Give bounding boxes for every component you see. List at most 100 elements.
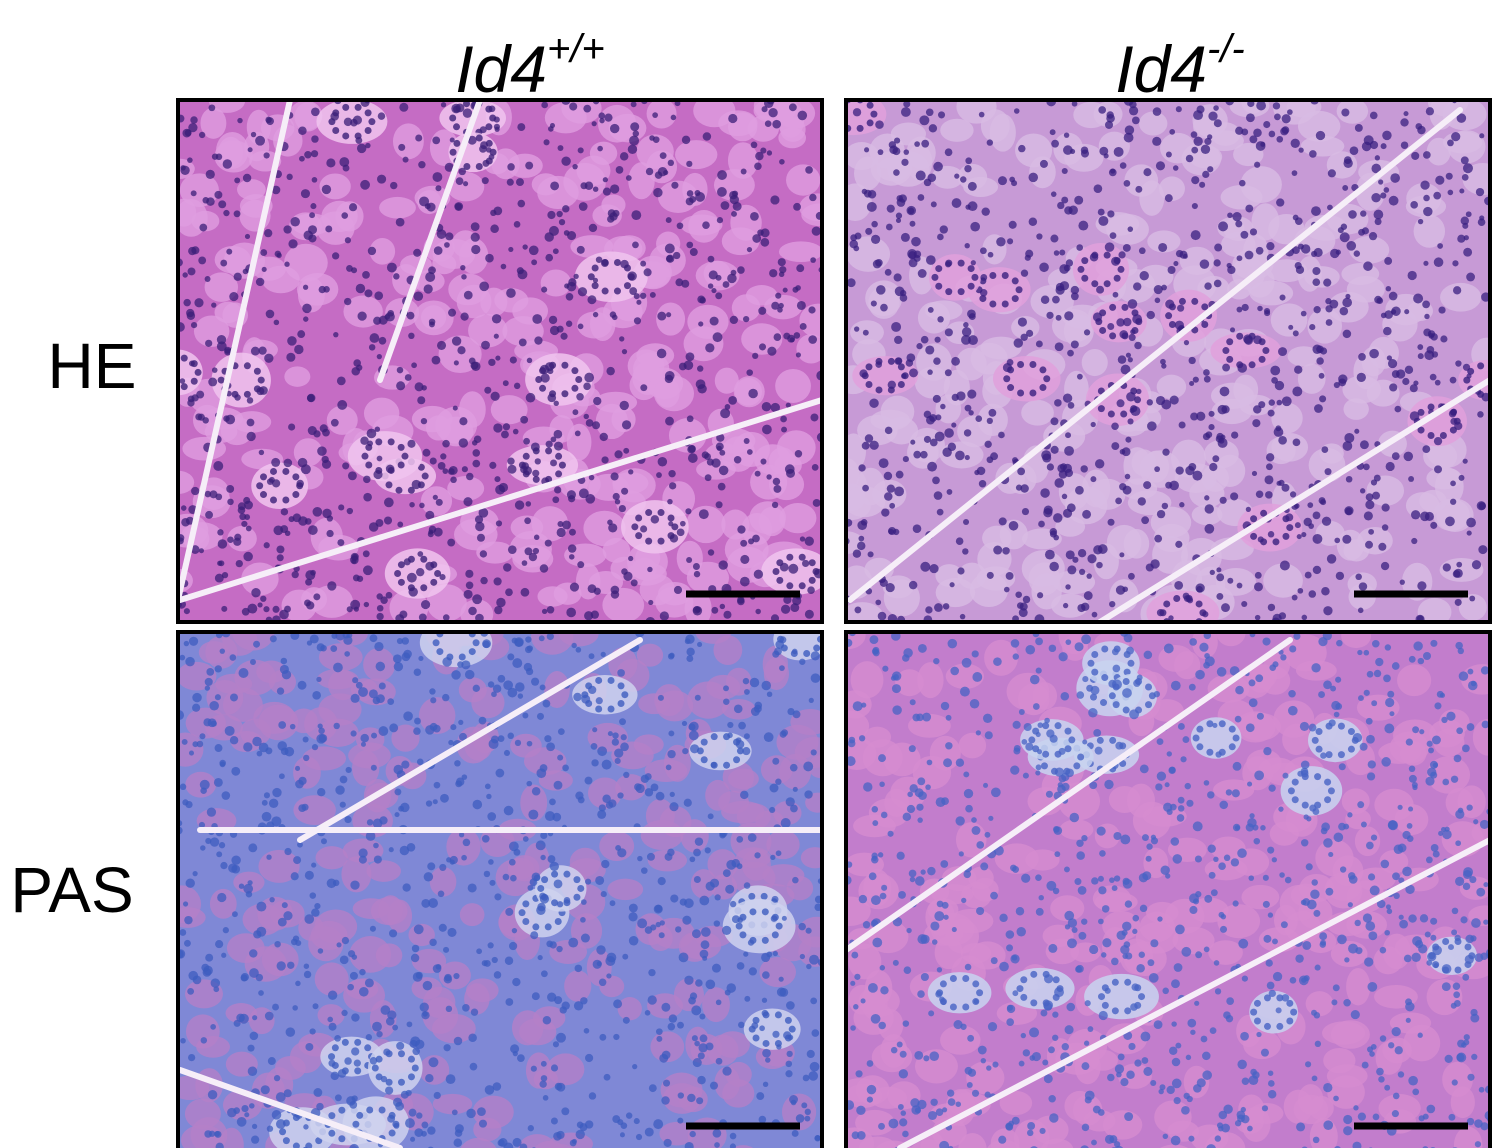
nucleus bbox=[796, 300, 806, 310]
acinus bbox=[745, 285, 778, 306]
nucleus bbox=[1313, 909, 1321, 917]
nucleus bbox=[633, 1118, 640, 1125]
nucleus bbox=[866, 1084, 877, 1095]
nucleus bbox=[1244, 250, 1254, 260]
nucleus bbox=[1028, 172, 1039, 183]
acinus bbox=[1021, 550, 1065, 587]
nucleus bbox=[380, 596, 388, 604]
nucleus bbox=[457, 346, 466, 355]
acinus bbox=[1263, 563, 1303, 598]
nucleus bbox=[185, 516, 194, 525]
nucleus bbox=[310, 203, 317, 210]
nucleus bbox=[1141, 1057, 1149, 1064]
nucleus bbox=[205, 953, 214, 962]
nucleus bbox=[260, 595, 267, 602]
nucleus bbox=[746, 246, 753, 253]
nucleus bbox=[1465, 211, 1472, 218]
nucleus bbox=[1039, 366, 1047, 374]
nucleus bbox=[750, 707, 760, 716]
acinus bbox=[1050, 895, 1085, 922]
nucleus bbox=[260, 473, 268, 481]
nucleus bbox=[1267, 531, 1275, 538]
nucleus bbox=[648, 1084, 657, 1093]
nucleus bbox=[1402, 377, 1410, 386]
nucleus bbox=[483, 959, 491, 967]
acinus bbox=[460, 1137, 497, 1148]
nucleus bbox=[190, 545, 200, 554]
nucleus bbox=[531, 259, 538, 266]
nucleus bbox=[556, 1032, 566, 1043]
nucleus bbox=[1466, 517, 1476, 528]
nucleus bbox=[338, 1106, 346, 1114]
nucleus bbox=[1366, 841, 1374, 850]
nucleus bbox=[779, 266, 787, 274]
nucleus bbox=[217, 529, 224, 536]
nucleus bbox=[939, 980, 947, 988]
nucleus bbox=[428, 898, 438, 908]
nucleus bbox=[285, 1027, 296, 1037]
nucleus bbox=[1441, 982, 1451, 992]
nucleus bbox=[656, 472, 662, 478]
nucleus bbox=[406, 1021, 413, 1028]
nucleus bbox=[1434, 379, 1441, 386]
nucleus bbox=[893, 273, 902, 282]
nucleus bbox=[1065, 259, 1074, 267]
nucleus bbox=[276, 687, 285, 695]
nucleus bbox=[1129, 408, 1135, 414]
acinus bbox=[934, 936, 963, 970]
nucleus bbox=[265, 747, 273, 755]
nucleus bbox=[332, 252, 340, 260]
acinus bbox=[1139, 111, 1168, 136]
nucleus bbox=[780, 604, 791, 614]
nucleus bbox=[887, 357, 895, 365]
acinus bbox=[597, 104, 637, 143]
nucleus bbox=[1022, 595, 1031, 604]
nucleus bbox=[785, 1060, 793, 1068]
nucleus bbox=[1007, 384, 1015, 392]
nucleus bbox=[584, 181, 594, 191]
nucleus bbox=[1348, 943, 1359, 954]
nucleus bbox=[619, 336, 625, 342]
nucleus bbox=[549, 861, 559, 872]
nucleus bbox=[276, 252, 282, 258]
nucleus bbox=[492, 684, 502, 693]
acinus bbox=[520, 784, 548, 822]
nucleus bbox=[1339, 232, 1350, 243]
nucleus bbox=[183, 608, 190, 615]
nucleus bbox=[243, 742, 253, 752]
nucleus bbox=[1363, 463, 1370, 471]
nucleus bbox=[671, 181, 679, 189]
nucleus bbox=[1411, 537, 1418, 545]
nucleus bbox=[1470, 680, 1477, 687]
nucleus bbox=[686, 415, 694, 423]
nucleus bbox=[694, 694, 701, 701]
nucleus bbox=[436, 340, 447, 350]
nucleus bbox=[1121, 929, 1128, 936]
nucleus bbox=[1042, 750, 1050, 758]
nucleus bbox=[472, 594, 483, 605]
nucleus bbox=[454, 203, 462, 211]
nucleus bbox=[601, 456, 609, 464]
nucleus bbox=[508, 841, 519, 852]
nucleus bbox=[1442, 938, 1450, 946]
acinus bbox=[459, 903, 485, 927]
nucleus bbox=[628, 469, 634, 475]
gene: Id4 bbox=[455, 32, 547, 106]
nucleus bbox=[497, 735, 505, 743]
nucleus bbox=[628, 903, 638, 913]
nucleus bbox=[308, 234, 317, 243]
nucleus bbox=[769, 783, 779, 793]
nucleus bbox=[1335, 571, 1345, 581]
nucleus bbox=[1194, 1000, 1200, 1006]
nucleus bbox=[233, 272, 242, 281]
nucleus bbox=[1199, 259, 1210, 269]
nucleus bbox=[1278, 347, 1288, 357]
nucleus bbox=[668, 521, 674, 527]
nucleus bbox=[562, 764, 569, 772]
acinus bbox=[1123, 528, 1150, 559]
nucleus bbox=[525, 392, 536, 403]
nucleus bbox=[205, 510, 214, 519]
nucleus bbox=[1132, 928, 1138, 934]
nucleus bbox=[569, 528, 576, 536]
nucleus bbox=[397, 521, 404, 528]
